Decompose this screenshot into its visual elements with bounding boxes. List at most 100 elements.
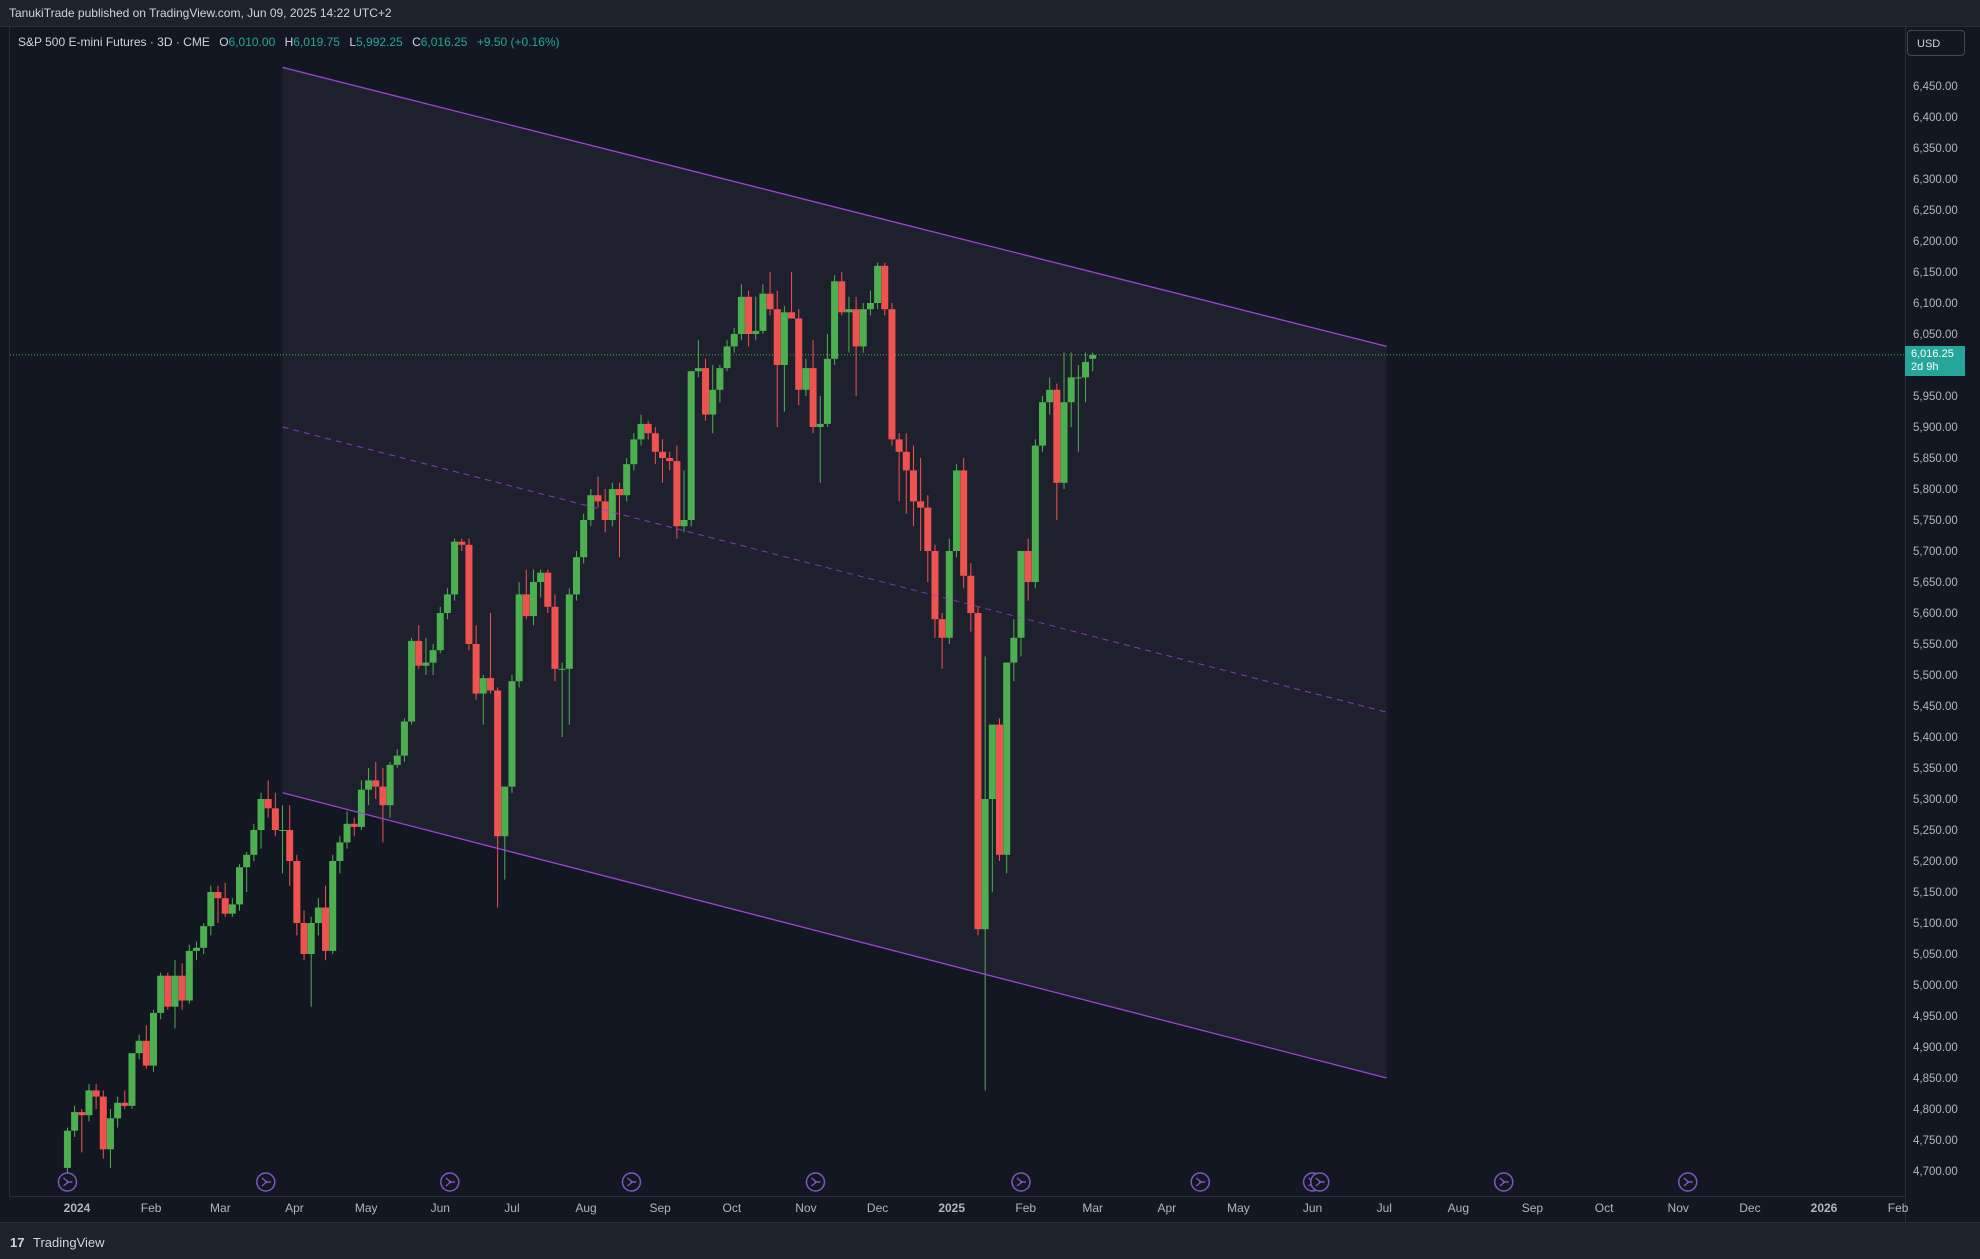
time-tick-label: Sep (1522, 1201, 1544, 1215)
last-price-value: 6,016.25 (1911, 347, 1954, 360)
candle (924, 495, 932, 582)
candle (178, 963, 186, 1010)
candle-body-up (314, 907, 322, 923)
candle (221, 882, 229, 917)
candle (967, 563, 975, 632)
candle-body-up (1031, 445, 1039, 582)
candle-body-down (494, 690, 502, 837)
price-tick-label: 6,100.00 (1913, 298, 1958, 310)
price-tick-label: 6,250.00 (1913, 205, 1958, 217)
candlestick-chart[interactable]: 4,700.00 4,750.00 4,800.00 4,850.00 4,900.00… (0, 0, 1980, 1222)
event-marker-arrow (1683, 1177, 1693, 1187)
candle (508, 675, 516, 793)
candle (314, 898, 322, 936)
candle-body-up (780, 312, 788, 365)
symbol-title[interactable]: S&P 500 E-mini Futures · 3D · CME (18, 35, 210, 49)
candle (307, 916, 315, 1007)
price-axis[interactable] (1905, 27, 1980, 1222)
candle (572, 551, 580, 601)
candle-body-up (694, 368, 702, 372)
tradingview-logo-icon[interactable]: 17 (10, 1235, 25, 1250)
candle (1067, 352, 1075, 427)
candle (192, 941, 200, 961)
candle (250, 823, 258, 861)
candle (895, 433, 903, 502)
time-tick-label: Feb (1015, 1201, 1036, 1215)
candle-body-up (436, 613, 444, 651)
low-label: L (349, 35, 357, 49)
candle (185, 944, 193, 1004)
candle-body-up (831, 281, 839, 359)
event-marker-arrow (63, 1177, 73, 1187)
event-marker-icon (621, 1172, 642, 1192)
price-tick-label: 5,300.00 (1913, 794, 1958, 806)
candle (874, 262, 882, 310)
price-tick-label: 5,450.00 (1913, 701, 1958, 713)
candle (329, 854, 337, 954)
candle-body-up (952, 470, 960, 551)
candle (651, 427, 659, 465)
price-tick-label: 4,900.00 (1913, 1042, 1958, 1054)
candle-body-down (795, 318, 803, 390)
bar-countdown: 2d 9h (1911, 360, 1939, 373)
candle-body-down (293, 861, 301, 923)
candle-body-down (164, 975, 172, 1007)
candle-body-up (630, 439, 638, 465)
candle-body-down (881, 265, 889, 310)
candle-body-up (1060, 402, 1068, 483)
candle-body-down (745, 296, 753, 334)
candle-body-down (214, 892, 222, 899)
candle (709, 365, 717, 434)
candle-body-up (429, 650, 437, 663)
candle-body-up (1003, 662, 1011, 855)
candle (522, 569, 530, 620)
candle (1017, 551, 1025, 657)
channel-upper-line (282, 66, 1387, 348)
candle-body-down (766, 293, 774, 310)
candle-body-down (616, 489, 624, 496)
candle-body-up (723, 346, 731, 369)
candle-body-up (587, 495, 595, 520)
candle (1046, 377, 1054, 415)
currency-button[interactable]: USD (1907, 30, 1965, 56)
candle-body-up (945, 551, 953, 638)
candle-body-down (78, 1112, 86, 1116)
candle-body-up (207, 892, 215, 927)
candle-body-up (580, 520, 588, 558)
candle (752, 296, 760, 341)
candle (838, 272, 846, 316)
candle-body-down (372, 780, 380, 787)
candle-body-up (257, 799, 265, 830)
price-tick-label: 5,250.00 (1913, 825, 1958, 837)
open-value: 6,010.00 (228, 35, 276, 49)
price-tick-label: 4,800.00 (1913, 1104, 1958, 1116)
candle (931, 544, 939, 638)
candle (336, 836, 344, 874)
open-label: O (219, 35, 229, 49)
candle (960, 458, 968, 589)
time-axis[interactable] (9, 1196, 1905, 1223)
candle-body-up (565, 594, 573, 669)
candle-body-up (408, 640, 416, 722)
time-tick-label: 2026 (1811, 1201, 1838, 1215)
candle (888, 303, 896, 446)
candle (106, 1109, 114, 1168)
candle (71, 1105, 79, 1137)
footer-brand[interactable]: TradingView (33, 1235, 105, 1250)
candle (852, 296, 860, 396)
time-tick-label: Sep (649, 1201, 671, 1215)
candle (823, 334, 831, 427)
candle-body-down (300, 923, 308, 954)
candle-body-up (128, 1053, 136, 1106)
price-tick-label: 5,700.00 (1913, 546, 1958, 558)
event-marker-icon (1678, 1172, 1698, 1192)
candle (587, 489, 595, 527)
candle (486, 613, 494, 694)
time-tick-label: Dec (867, 1201, 888, 1215)
candle-body-down (271, 808, 279, 830)
event-marker-arrow (1016, 1177, 1026, 1187)
candle (917, 458, 925, 551)
channel-middle-line (282, 426, 1387, 713)
candle-body-up (307, 923, 315, 954)
candle-body-down (659, 451, 667, 458)
